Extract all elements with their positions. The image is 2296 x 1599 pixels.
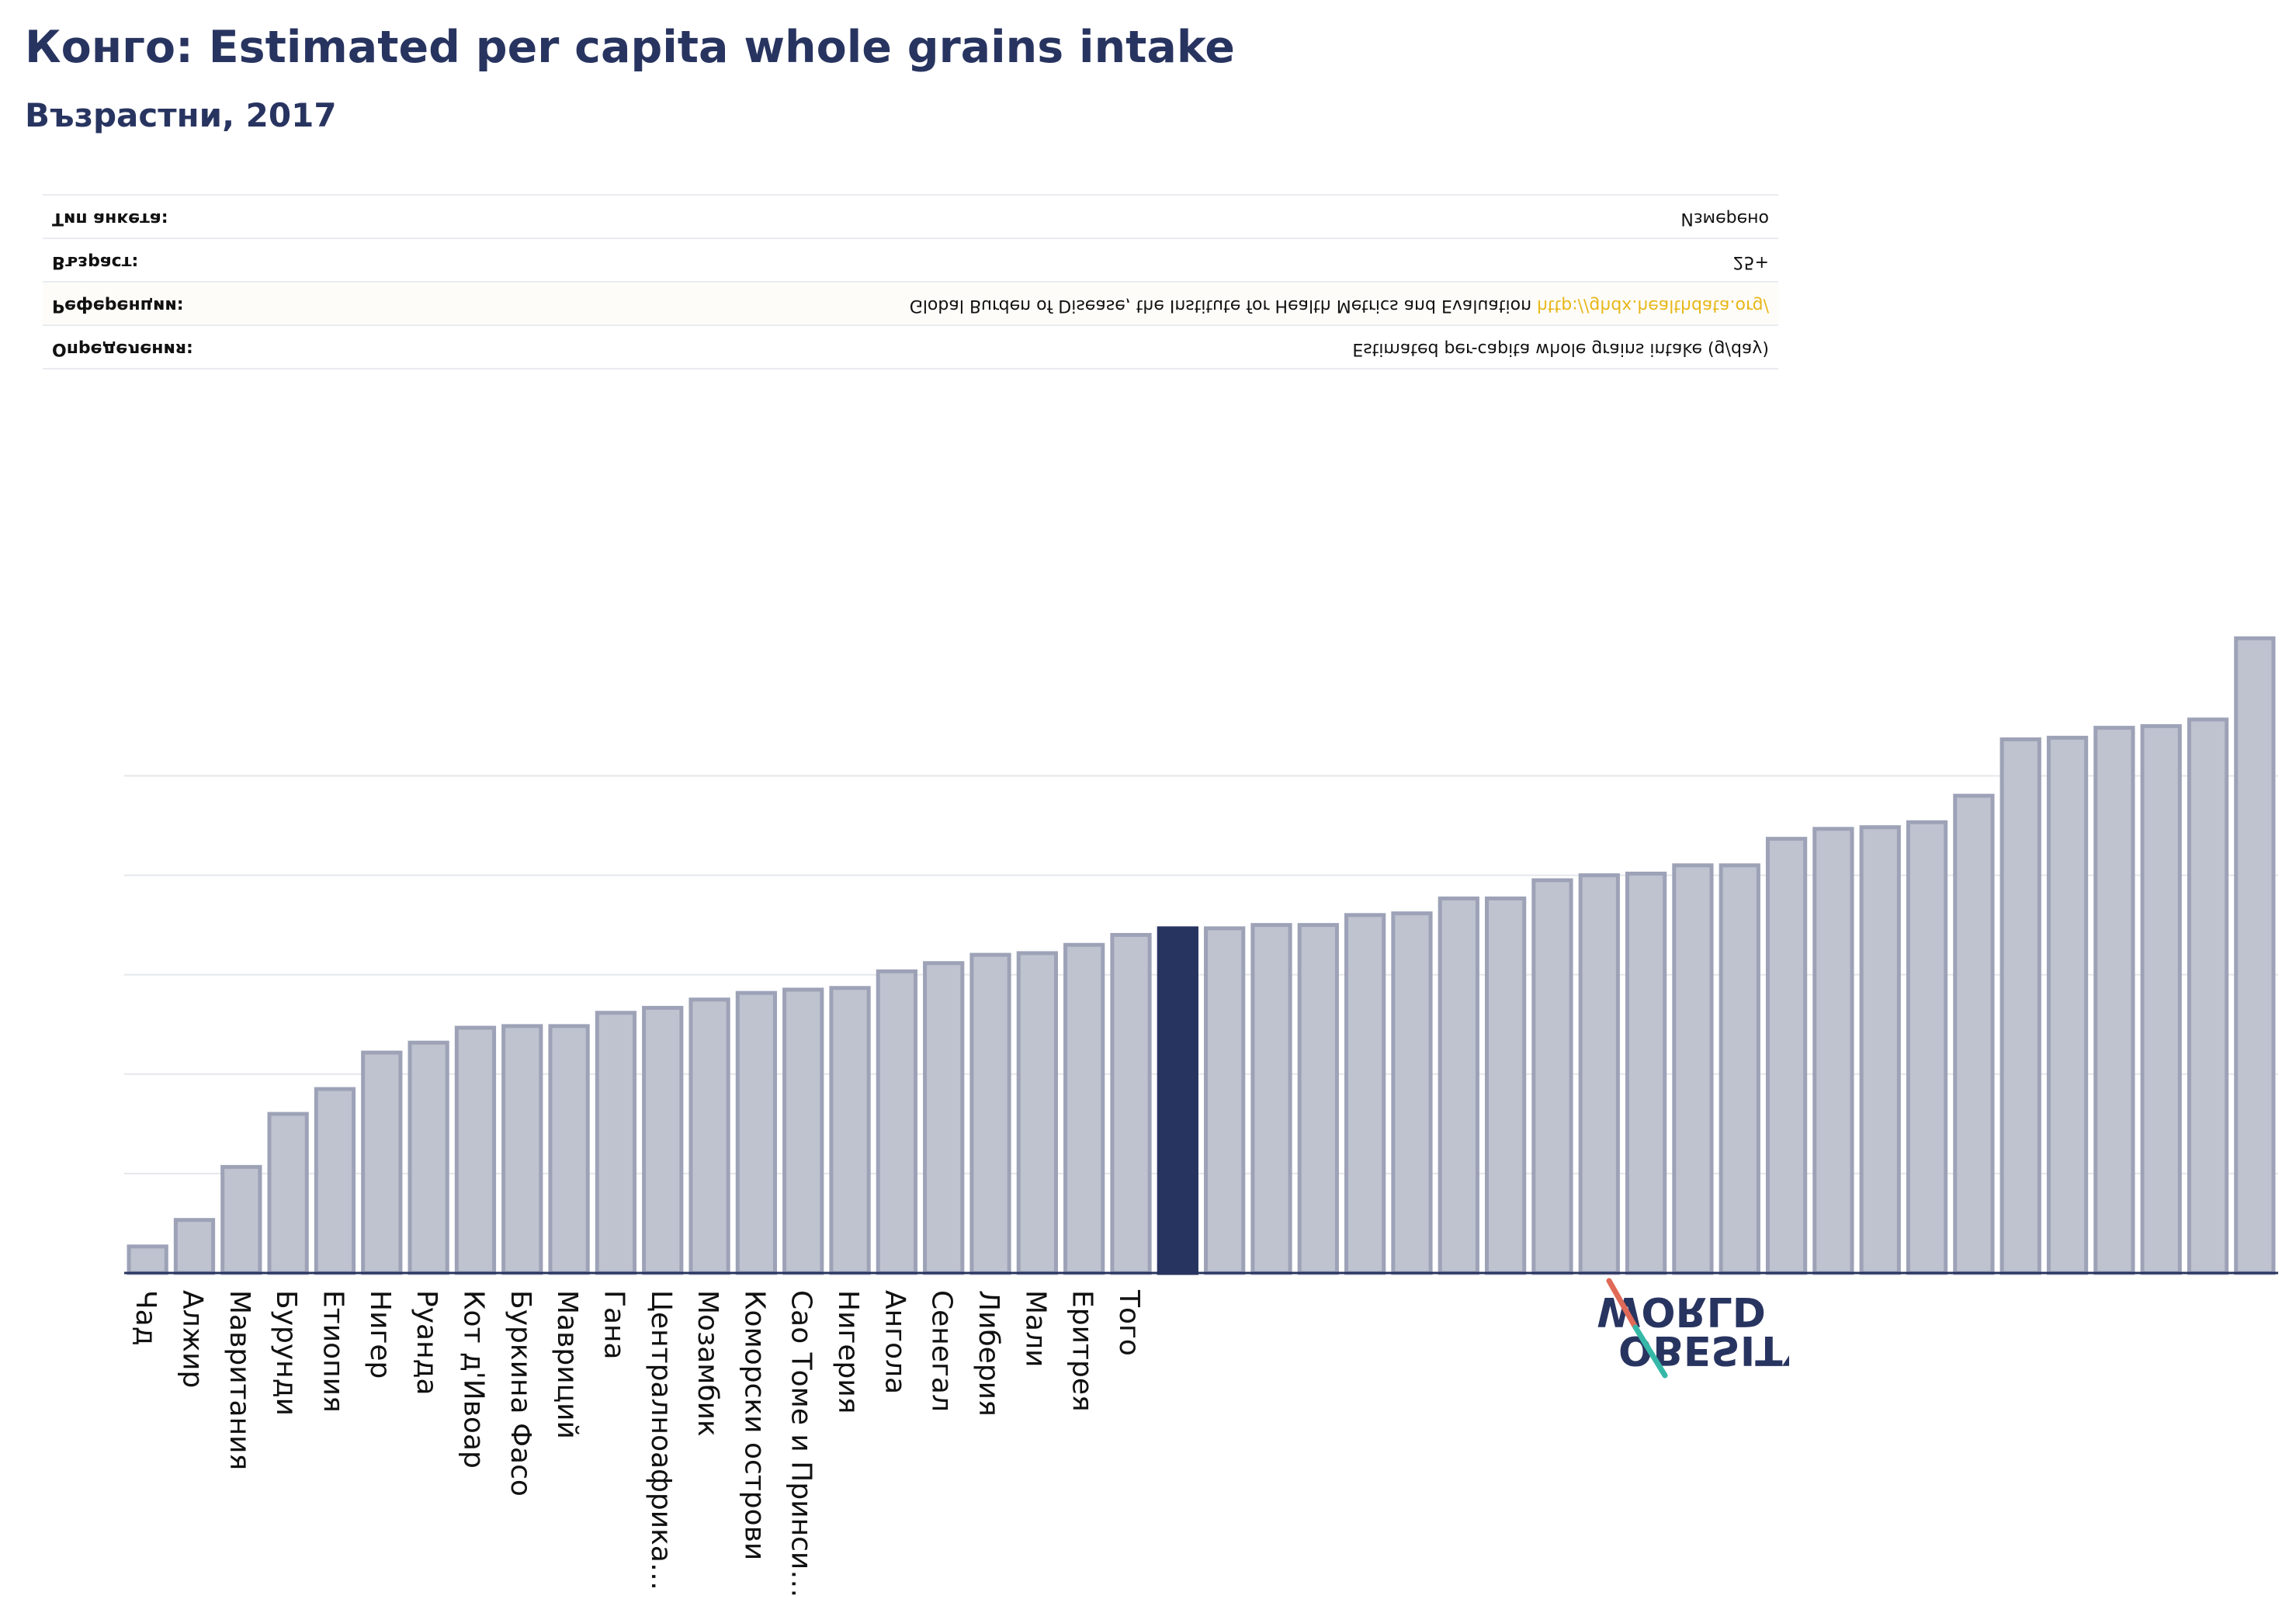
bar — [923, 961, 965, 1275]
x-tick-label: Сенегал — [926, 1290, 958, 1412]
x-tick-label: Алжир — [176, 1290, 208, 1388]
bar — [1765, 837, 1808, 1275]
bar — [782, 987, 824, 1275]
meta-value: Estimated per-capita whole grains intake… — [1352, 339, 1769, 359]
x-tick-label: Коморски острови — [738, 1290, 770, 1560]
x-tick-label: Бурунди — [270, 1290, 302, 1416]
bar — [220, 1164, 262, 1275]
meta-label: Тип анкета: — [52, 209, 168, 228]
bar — [1999, 737, 2041, 1275]
x-tick-label: Того — [1113, 1289, 1145, 1356]
x-tick-label: Сао Томе и Принси… — [786, 1290, 817, 1597]
source-link[interactable]: http://ghdx.healthdata.org/ — [1537, 296, 1769, 315]
bar — [2234, 636, 2276, 1275]
x-tick-label: Мали — [1019, 1290, 1051, 1368]
bar — [314, 1087, 356, 1275]
meta-value: Global Burden of Disease, the Institute … — [909, 296, 1769, 315]
bar — [1250, 923, 1292, 1275]
bar — [173, 1218, 216, 1275]
x-tick-label: Мозамбик — [692, 1290, 723, 1437]
bar — [408, 1040, 449, 1275]
bar — [267, 1112, 309, 1275]
bar — [876, 969, 918, 1275]
bar — [829, 986, 871, 1275]
bar — [2140, 723, 2182, 1275]
bar — [1110, 932, 1152, 1275]
x-tick-label: Либерия — [973, 1290, 1004, 1417]
meta-label: Възраст: — [52, 252, 139, 272]
bar — [1484, 896, 1527, 1275]
bar — [2046, 735, 2089, 1275]
bar — [127, 1244, 168, 1275]
chart-title: Конго: Estimated per capita whole grains… — [25, 22, 1235, 73]
bar — [1063, 942, 1105, 1275]
bar — [454, 1025, 497, 1275]
bar — [1906, 820, 1948, 1275]
x-tick-label: Нигер — [364, 1290, 396, 1379]
bar — [1812, 827, 1854, 1275]
bar — [2093, 726, 2135, 1275]
bar — [1719, 863, 1760, 1275]
bar — [1344, 913, 1386, 1275]
meta-row-survey-type: Тип анкета: Измерено — [43, 194, 1778, 239]
bar — [1625, 871, 1667, 1275]
meta-label: Определения: — [52, 339, 193, 359]
bar — [548, 1024, 590, 1275]
x-tick-label: Централноафрика… — [645, 1290, 677, 1590]
bar — [1859, 825, 1901, 1275]
metadata-table: Определения: Estimated per-capita whole … — [43, 194, 1778, 369]
x-tick-label: Етиопия — [317, 1290, 349, 1413]
logo-stroke-teal — [1632, 1324, 1668, 1379]
x-tick-label: Гана — [598, 1290, 629, 1360]
x-tick-label: Чад — [130, 1290, 161, 1346]
bar — [501, 1024, 543, 1275]
x-tick-label: Мавритания — [224, 1290, 255, 1470]
meta-value: Измерено — [1680, 209, 1769, 228]
x-tick-label: Руанда — [411, 1290, 442, 1396]
bar — [1297, 923, 1339, 1275]
meta-row-age: Възраст: 25+ — [43, 239, 1778, 283]
bar — [1531, 878, 1573, 1275]
logo-text-world: WORLD — [1597, 1288, 1766, 1334]
bar — [2187, 717, 2229, 1275]
bar-highlight — [1157, 926, 1198, 1275]
bar — [735, 990, 778, 1275]
world-obesity-logo: OBESITY WORLD — [1597, 1278, 1789, 1379]
logo-stroke-red — [1606, 1278, 1639, 1330]
bar — [688, 997, 730, 1275]
x-tick-label: Мавриций — [551, 1290, 583, 1439]
x-tick-label: Ангола — [879, 1290, 910, 1394]
bar — [1204, 926, 1246, 1275]
bar — [1438, 896, 1479, 1275]
bar — [1953, 793, 1995, 1275]
bar — [642, 1005, 684, 1275]
bar — [1391, 911, 1433, 1275]
bar — [361, 1050, 403, 1275]
x-tick-label: Кот д'Ивоар — [457, 1290, 489, 1469]
meta-label: Референции: — [52, 296, 184, 315]
bar — [595, 1011, 637, 1275]
x-tick-labels: Чад Алжир Мавритания Бурунди Етиопия Нигер Руа… — [130, 1289, 1145, 1597]
x-tick-label: Буркина Фасо — [505, 1290, 536, 1497]
meta-row-definitions: Определения: Estimated per-capita whole … — [43, 326, 1778, 369]
x-tick-label: Еритрея — [1066, 1290, 1098, 1412]
bar — [1578, 873, 1620, 1275]
meta-row-references: Референции: Global Burden of Disease, th… — [43, 283, 1778, 326]
bars — [127, 636, 2276, 1275]
bar — [1016, 951, 1058, 1275]
meta-value: 25+ — [1732, 252, 1769, 272]
x-tick-label: Нигерия — [832, 1290, 864, 1413]
bar — [1672, 863, 1714, 1275]
chart-subtitle: Възрастни, 2017 — [25, 96, 337, 134]
bar — [969, 952, 1011, 1275]
